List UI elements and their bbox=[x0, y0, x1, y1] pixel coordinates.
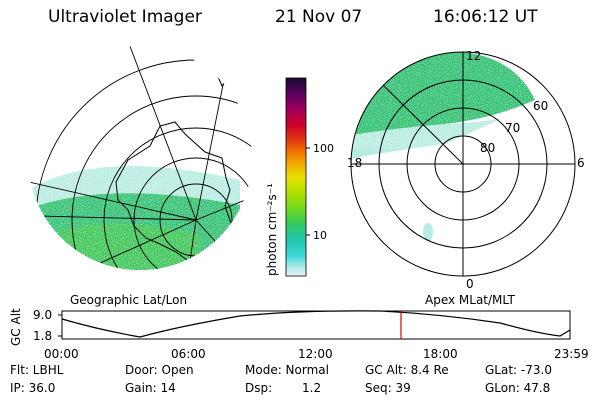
x-tick-2359: 23:59 bbox=[554, 347, 589, 361]
info-gain: Gain: 14 bbox=[125, 381, 176, 395]
info-dsp-value: 1.2 bbox=[302, 381, 322, 395]
colorbar-tick-10: 10 bbox=[313, 229, 327, 242]
info-ip: IP: 36.0 bbox=[10, 381, 56, 395]
x-tick-0000: 00:00 bbox=[44, 347, 79, 361]
info-dsp-label: Dsp: bbox=[245, 381, 273, 395]
apex-grid bbox=[350, 51, 576, 277]
altitude-curve bbox=[61, 310, 571, 338]
colorbar: 100 10 photon cm⁻²s⁻¹ bbox=[265, 77, 334, 277]
colorbar-unit: photon cm⁻²s⁻¹ bbox=[265, 183, 279, 276]
mlt-0-label: 0 bbox=[466, 277, 474, 291]
info-seq: Seq: 39 bbox=[365, 381, 411, 395]
mlat-60-label: 60 bbox=[533, 99, 548, 113]
mlt-12-label: 12 bbox=[466, 49, 481, 63]
altitude-plot: 9.0 1.8 GC Alt 00:00 06:00 12:00 18:00 2… bbox=[9, 308, 589, 361]
geographic-map bbox=[28, 46, 252, 270]
info-flt: Flt: LBHL bbox=[10, 363, 64, 377]
x-tick-1800: 18:00 bbox=[423, 347, 458, 361]
geo-map-label: Geographic Lat/Lon bbox=[70, 293, 188, 307]
info-glon: GLon: 47.8 bbox=[485, 381, 551, 395]
apex-map-label: Apex MLat/MLT bbox=[425, 293, 515, 307]
time-label: 16:06:12 UT bbox=[433, 7, 538, 27]
mlat-70-label: 70 bbox=[505, 121, 520, 135]
altitude-y-top: 9.0 bbox=[33, 308, 52, 322]
info-glat: GLat: -73.0 bbox=[485, 363, 552, 377]
colorbar-tick-100: 100 bbox=[313, 142, 334, 155]
info-mode: Mode: Normal bbox=[245, 363, 329, 377]
x-tick-1200: 12:00 bbox=[298, 347, 333, 361]
x-tick-0600: 06:00 bbox=[171, 347, 206, 361]
info-gc-alt: GC Alt: 8.4 Re bbox=[365, 363, 449, 377]
mlat-80-label: 80 bbox=[480, 141, 495, 155]
altitude-y-bottom: 1.8 bbox=[33, 329, 52, 343]
info-door: Door: Open bbox=[125, 363, 194, 377]
altitude-axis-label: GC Alt bbox=[9, 308, 23, 346]
apex-map: 12 0 18 6 60 70 80 bbox=[347, 49, 585, 291]
mlt-18-label: 18 bbox=[347, 156, 362, 170]
instrument-title: Ultraviolet Imager bbox=[48, 7, 202, 27]
date-label: 21 Nov 07 bbox=[275, 7, 363, 27]
mlt-6-label: 6 bbox=[577, 156, 585, 170]
